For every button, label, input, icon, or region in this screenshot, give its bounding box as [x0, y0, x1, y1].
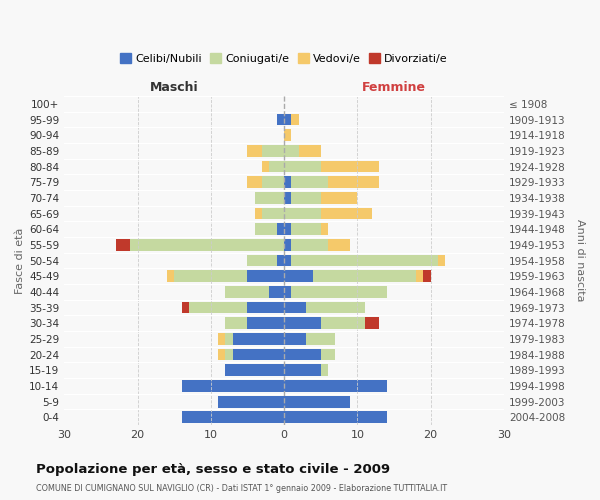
Bar [284, 224, 292, 235]
Bar [292, 192, 321, 204]
Bar [247, 145, 262, 157]
Bar [284, 286, 292, 298]
Text: Maschi: Maschi [150, 80, 199, 94]
Bar [424, 270, 431, 282]
Bar [226, 364, 284, 376]
Bar [255, 208, 262, 220]
Bar [277, 224, 284, 235]
Bar [321, 192, 358, 204]
Bar [284, 130, 292, 141]
Bar [255, 192, 284, 204]
Bar [130, 239, 284, 251]
Bar [284, 160, 321, 172]
Bar [247, 302, 284, 314]
Bar [321, 348, 335, 360]
Bar [255, 224, 277, 235]
Bar [284, 254, 292, 266]
Bar [218, 348, 226, 360]
Bar [233, 348, 284, 360]
Bar [438, 254, 445, 266]
Bar [284, 145, 299, 157]
Bar [328, 176, 379, 188]
Bar [284, 318, 321, 329]
Bar [292, 176, 328, 188]
Bar [292, 224, 321, 235]
Bar [182, 302, 189, 314]
Bar [284, 270, 313, 282]
Bar [277, 114, 284, 126]
Bar [218, 333, 226, 345]
Bar [284, 348, 321, 360]
Bar [284, 380, 386, 392]
Bar [284, 208, 321, 220]
Bar [321, 224, 328, 235]
Bar [313, 270, 416, 282]
Bar [167, 270, 174, 282]
Bar [116, 239, 130, 251]
Bar [321, 160, 379, 172]
Y-axis label: Anni di nascita: Anni di nascita [575, 220, 585, 302]
Bar [174, 270, 247, 282]
Bar [284, 114, 292, 126]
Bar [284, 176, 292, 188]
Bar [306, 302, 365, 314]
Bar [182, 412, 284, 423]
Bar [262, 208, 284, 220]
Bar [284, 239, 292, 251]
Bar [218, 396, 284, 407]
Bar [182, 380, 284, 392]
Bar [321, 318, 365, 329]
Bar [321, 364, 328, 376]
Bar [262, 176, 284, 188]
Bar [247, 270, 284, 282]
Bar [284, 364, 321, 376]
Bar [269, 286, 284, 298]
Bar [299, 145, 321, 157]
Bar [284, 396, 350, 407]
Bar [284, 333, 306, 345]
Bar [226, 348, 233, 360]
Bar [284, 412, 386, 423]
Bar [247, 254, 277, 266]
Text: Femmine: Femmine [362, 80, 426, 94]
Bar [189, 302, 247, 314]
Bar [226, 333, 233, 345]
Bar [306, 333, 335, 345]
Bar [277, 254, 284, 266]
Bar [292, 239, 328, 251]
Bar [321, 208, 372, 220]
Bar [247, 176, 262, 188]
Bar [292, 286, 386, 298]
Bar [262, 145, 284, 157]
Bar [233, 333, 284, 345]
Bar [328, 239, 350, 251]
Bar [284, 302, 306, 314]
Legend: Celibi/Nubili, Coniugati/e, Vedovi/e, Divorziati/e: Celibi/Nubili, Coniugati/e, Vedovi/e, Di… [116, 49, 452, 68]
Y-axis label: Fasce di età: Fasce di età [15, 228, 25, 294]
Bar [226, 318, 247, 329]
Bar [247, 318, 284, 329]
Text: COMUNE DI CUMIGNANO SUL NAVIGLIO (CR) - Dati ISTAT 1° gennaio 2009 - Elaborazion: COMUNE DI CUMIGNANO SUL NAVIGLIO (CR) - … [36, 484, 447, 493]
Bar [292, 114, 299, 126]
Text: Popolazione per età, sesso e stato civile - 2009: Popolazione per età, sesso e stato civil… [36, 462, 390, 475]
Bar [365, 318, 379, 329]
Bar [284, 192, 292, 204]
Bar [262, 160, 269, 172]
Bar [269, 160, 284, 172]
Bar [416, 270, 424, 282]
Bar [292, 254, 438, 266]
Bar [226, 286, 269, 298]
